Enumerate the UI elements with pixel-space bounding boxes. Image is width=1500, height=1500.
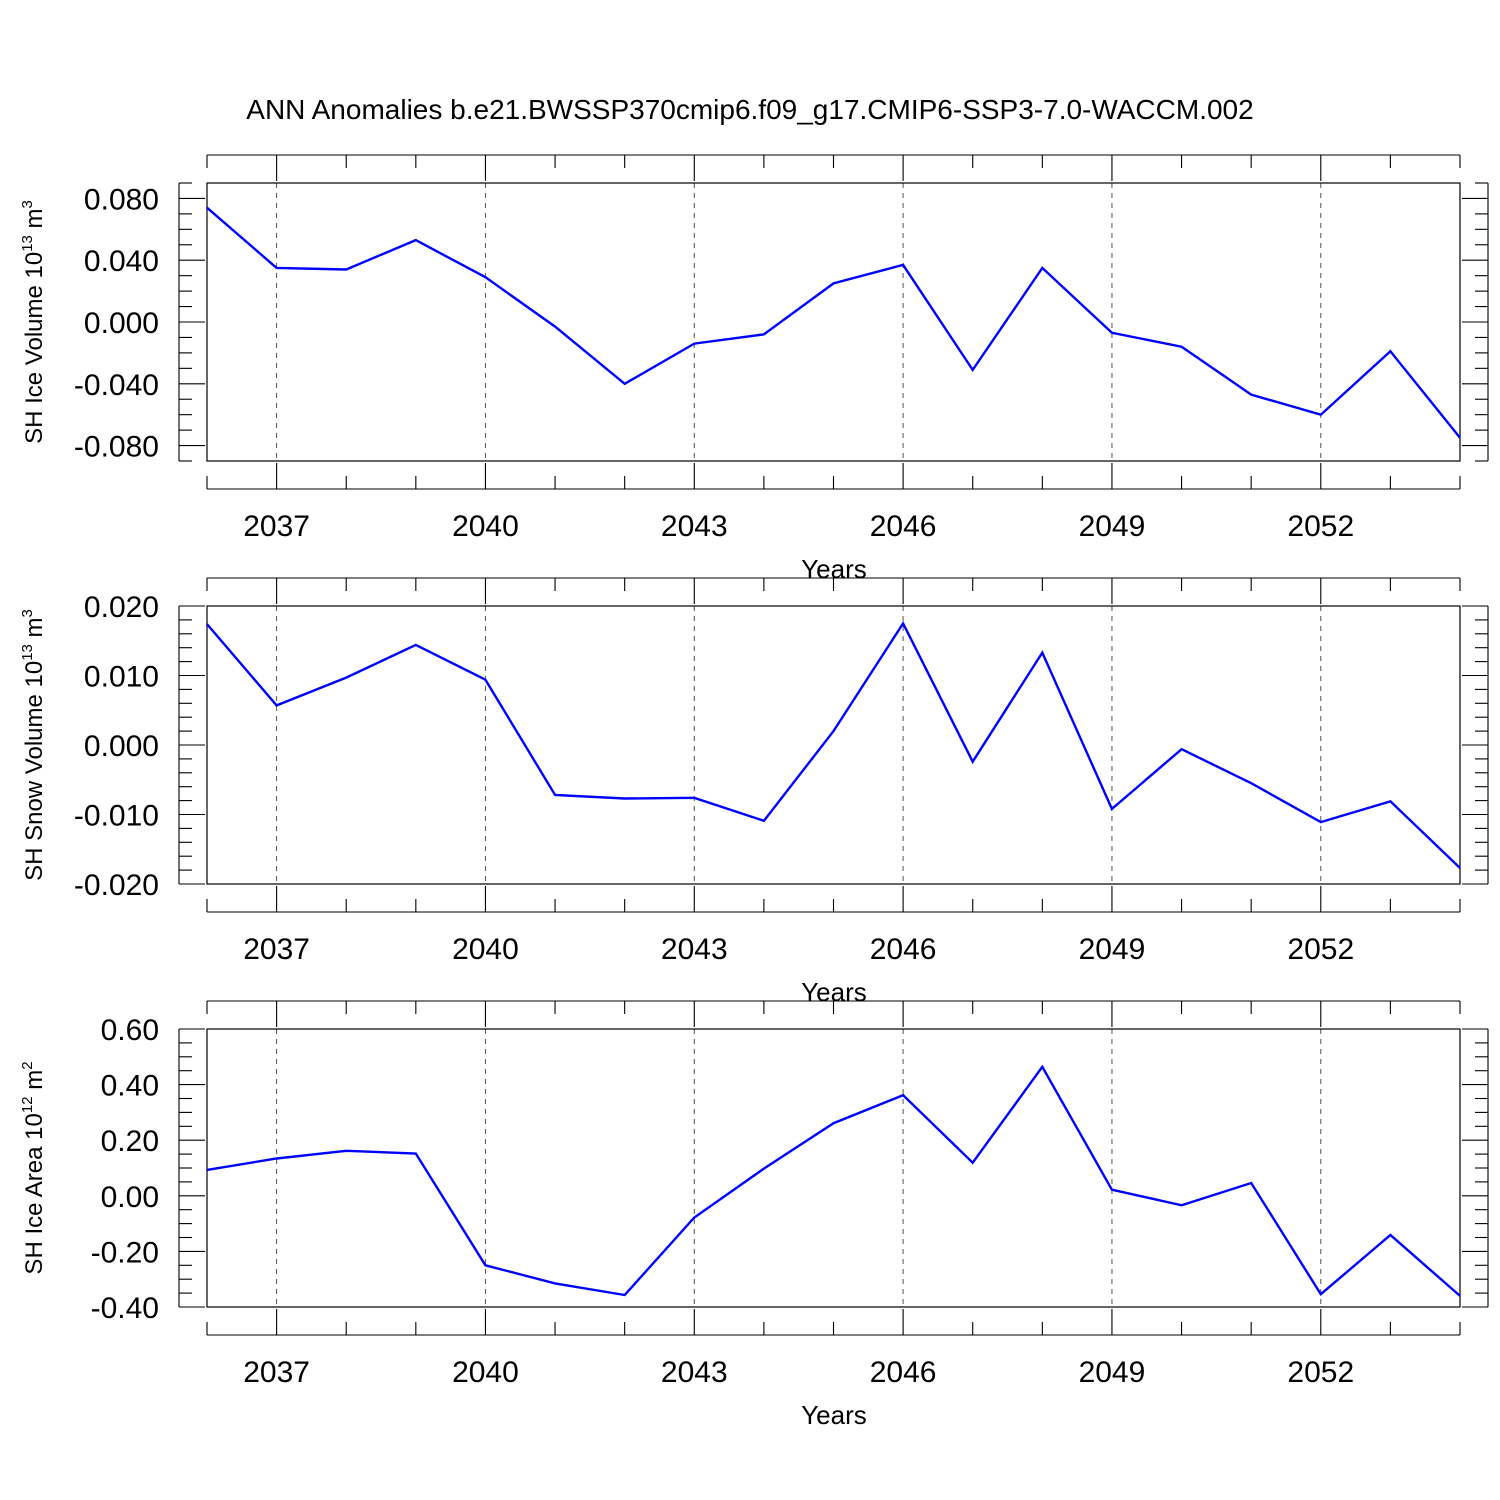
chart-panel-1: -0.080 -0.040 0.000 0.040 0.080 2037 2040 2043 2…: [19, 154, 1489, 584]
y-tick-label: -0.20: [91, 1236, 159, 1269]
x-tick-label: 2043: [661, 1356, 728, 1389]
chart-panel-3: -0.40 -0.20 0.00 0.20 0.40 0.60 2037 2040 2043 20…: [19, 1000, 1489, 1430]
y-tick-label: 0.000: [84, 730, 159, 763]
plot-frame: [206, 182, 1461, 462]
series-line: [206, 206, 1461, 439]
x-tick-label: 2052: [1287, 1356, 1354, 1389]
x-tick-label: 2040: [452, 1356, 519, 1389]
x-tick-label: 2037: [243, 933, 310, 966]
x-tick-label: 2046: [870, 1356, 937, 1389]
x-tick-label: 2049: [1079, 1356, 1146, 1389]
x-tick-label: 2037: [243, 1356, 310, 1389]
y-tick-label: 0.010: [84, 661, 159, 694]
y-tick-label: -0.040: [74, 369, 159, 402]
y-tick-label: 0.000: [84, 307, 159, 340]
plot-frame: [206, 1028, 1461, 1308]
x-tick-label: 2046: [870, 510, 937, 543]
y-axis-label: SH Snow Volume 1013 m3: [19, 609, 48, 881]
x-tick-label: 2049: [1079, 510, 1146, 543]
x-tick-label: 2037: [243, 510, 310, 543]
x-tick-label: 2040: [452, 933, 519, 966]
y-axis-label: SH Ice Volume 1013 m3: [19, 200, 48, 444]
y-tick-label: 0.20: [101, 1125, 159, 1158]
y-tick-label: 0.080: [84, 183, 159, 216]
series-line: [206, 1064, 1461, 1297]
x-tick-label: 2043: [661, 510, 728, 543]
x-tick-label: 2052: [1287, 933, 1354, 966]
plot-frame: [206, 605, 1461, 885]
y-tick-label: -0.40: [91, 1292, 159, 1325]
x-tick-label: 2040: [452, 510, 519, 543]
chart-title: ANN Anomalies b.e21.BWSSP370cmip6.f09_g1…: [246, 94, 1253, 125]
x-tick-label: 2046: [870, 933, 937, 966]
y-tick-label: 0.60: [101, 1014, 159, 1047]
y-tick-label: 0.020: [84, 591, 159, 624]
series-line: [206, 620, 1461, 869]
y-tick-label: 0.00: [101, 1181, 159, 1214]
x-axis-label: Years: [801, 1400, 867, 1430]
x-tick-label: 2049: [1079, 933, 1146, 966]
x-tick-label: 2052: [1287, 510, 1354, 543]
y-tick-label: -0.020: [74, 869, 159, 902]
chart-panel-2: -0.020 -0.010 0.000 0.010 0.020 2037 2040 2043 2…: [19, 577, 1489, 1007]
y-axis-label: SH Ice Area 1012 m2: [19, 1061, 48, 1274]
y-tick-label: 0.040: [84, 245, 159, 278]
x-tick-label: 2043: [661, 933, 728, 966]
y-tick-label: -0.010: [74, 800, 159, 833]
y-tick-label: -0.080: [74, 431, 159, 464]
y-tick-label: 0.40: [101, 1070, 159, 1103]
